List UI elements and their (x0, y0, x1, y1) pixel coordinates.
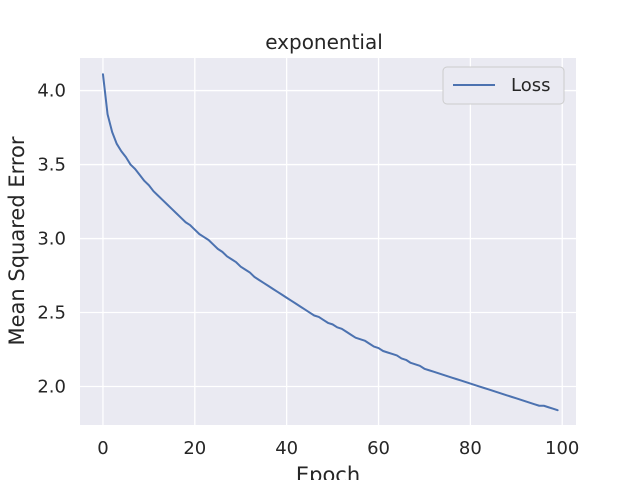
x-tick-label: 60 (367, 438, 390, 459)
chart-title: exponential (265, 30, 383, 54)
y-tick-label: 3.5 (37, 155, 66, 176)
x-tick-label: 80 (459, 438, 482, 459)
y-tick-label: 4.0 (37, 81, 66, 102)
y-tick-label: 2.0 (37, 377, 66, 398)
legend-box (442, 66, 565, 105)
series-line-loss (101, 73, 559, 412)
y-axis-label: Mean Squared Error (5, 136, 29, 345)
x-tick-labels: 0 20 40 60 80 100 (97, 438, 579, 459)
y-tick-labels: 2.0 2.5 3.0 3.5 4.0 (37, 81, 66, 398)
x-tick-label: 0 (97, 438, 108, 459)
legend: Loss (442, 66, 565, 105)
plot-area (80, 58, 576, 425)
x-tick-label: 40 (275, 438, 298, 459)
series-layer (101, 73, 559, 412)
legend-label-loss: Loss (511, 75, 550, 96)
x-tick-label: 20 (183, 438, 206, 459)
grid (80, 58, 576, 425)
y-tick-label: 3.0 (37, 229, 66, 250)
x-tick-label: 100 (545, 438, 579, 459)
x-axis-label: Epoch (296, 463, 360, 480)
y-tick-label: 2.5 (37, 303, 66, 324)
